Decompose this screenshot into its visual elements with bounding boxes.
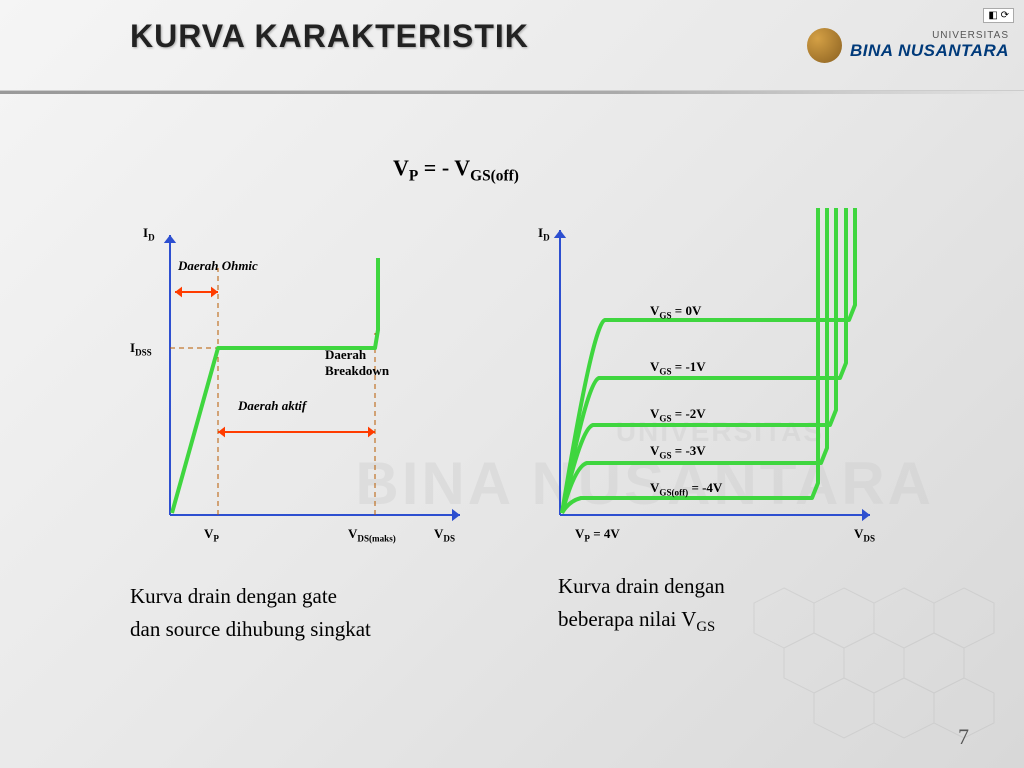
vgs-curve-label: VGS = 0V [650,303,701,321]
right-y-axis-label: ID [538,225,550,243]
right-drain-curve-family-chart [0,0,1024,768]
vgs-curve-label: VGS(off) = -4V [650,480,722,498]
vgs-curve-label: VGS = -1V [650,359,706,377]
page-number: 7 [958,724,969,750]
vgs-curve-label: VGS = -3V [650,443,706,461]
right-chart-caption: Kurva drain denganbeberapa nilai VGS [558,570,725,639]
right-vp-tick: VP = 4V [575,526,620,544]
vgs-curve-label: VGS = -2V [650,406,706,424]
right-x-axis-label: VDS [854,526,875,544]
